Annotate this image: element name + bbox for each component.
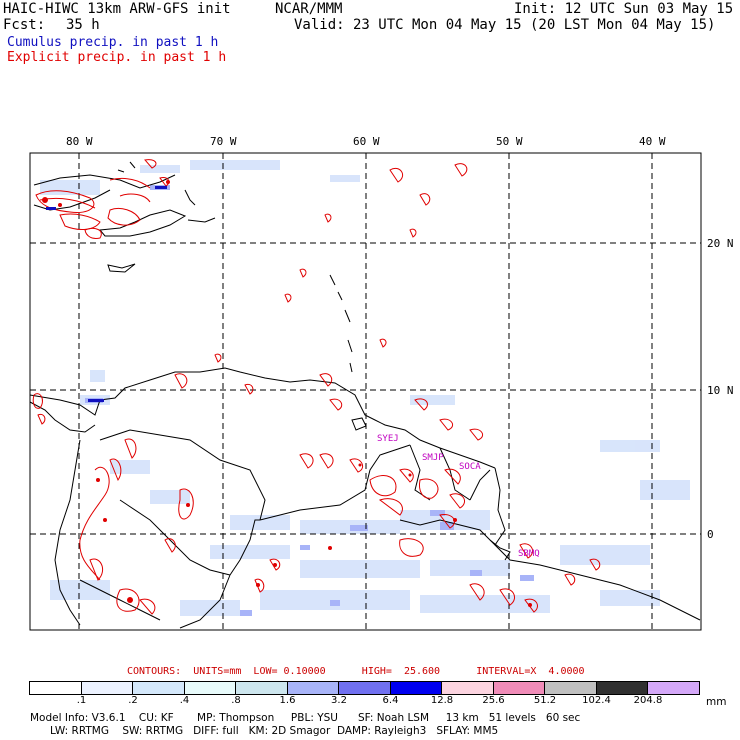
color-scale-cell xyxy=(390,682,442,694)
color-scale-tick-label: 102.4 xyxy=(582,695,611,706)
color-scale-cell xyxy=(287,682,339,694)
color-scale-unit: mm xyxy=(706,696,727,708)
color-scale-tick-label: .1 xyxy=(76,695,87,706)
model-info-line1: Model Info: V3.6.1 CU: KF MP: Thompson P… xyxy=(30,712,581,724)
color-scale-cell xyxy=(236,682,288,694)
color-scale-tick-label: .2 xyxy=(128,695,138,706)
color-scale-cell xyxy=(133,682,185,694)
color-scale-bar xyxy=(29,681,700,695)
model-title: HAIC-HIWC 13km ARW-GFS init xyxy=(3,1,231,17)
lat-label-20n: 20 N xyxy=(707,237,734,250)
station-label-smjp: SMJP xyxy=(422,453,444,463)
station-label-sbmq: SBMQ xyxy=(518,549,540,559)
forecast-hour: 35 h xyxy=(66,17,100,33)
color-scale-tick-label: 25.6 xyxy=(482,695,505,706)
contour-info: CONTOURS: UNITS=mm LOW= 0.10000 HIGH= 25… xyxy=(127,666,585,677)
color-scale-tick-label: 12.8 xyxy=(430,695,454,706)
field-explicit-title: Explicit precip. in past 1 h xyxy=(7,50,227,65)
color-scale-cell xyxy=(442,682,494,694)
model-info-line2: LW: RRTMG SW: RRTMG DIFF: full KM: 2D Sm… xyxy=(30,725,499,737)
color-scale-tick-label: .4 xyxy=(179,695,190,706)
forecast-label: Fcst: xyxy=(3,17,46,33)
lon-label-60w: 60 W xyxy=(353,135,380,148)
explicit-precip-cores xyxy=(42,180,532,607)
explicit-precip-contours xyxy=(32,159,601,615)
lon-label-70w: 70 W xyxy=(210,135,237,148)
station-label-soca: SOCA xyxy=(459,462,481,472)
color-scale-tick-label: 1.6 xyxy=(279,695,296,706)
station-label-syej: SYEJ xyxy=(377,434,399,444)
coastlines xyxy=(30,161,701,629)
color-scale-cell xyxy=(648,682,699,694)
color-scale-cell xyxy=(81,682,133,694)
color-scale-cell xyxy=(184,682,236,694)
color-scale-cell xyxy=(596,682,648,694)
color-scale-cell xyxy=(339,682,391,694)
field-cumulus-title: Cumulus precip. in past 1 h xyxy=(7,35,219,50)
cumulus-precip-heavy xyxy=(46,186,167,402)
color-scale-cell xyxy=(545,682,597,694)
color-scale-cell xyxy=(30,682,82,694)
color-scale-tick-label: 6.4 xyxy=(382,695,399,706)
lat-label-10n: 10 N xyxy=(707,384,734,397)
init-time: Init: 12 UTC Sun 03 May 15 xyxy=(514,1,734,17)
lat-label-equator: 0 xyxy=(707,528,714,541)
organization-label: NCAR/MMM xyxy=(275,1,343,17)
lon-label-50w: 50 W xyxy=(496,135,523,148)
valid-time: Valid: 23 UTC Mon 04 May 15 (20 LST Mon … xyxy=(294,17,716,33)
color-scale-cell xyxy=(493,682,545,694)
color-scale-tick-label: 3.2 xyxy=(331,695,347,706)
color-scale-tick-label: 204.8 xyxy=(633,695,663,706)
color-scale-tick-label: .8 xyxy=(231,695,241,706)
color-scale-tick-label: 51.2 xyxy=(533,695,557,706)
lon-label-40w: 40 W xyxy=(639,135,666,148)
lat-lon-grid xyxy=(30,153,701,630)
lon-label-80w: 80 W xyxy=(66,135,93,148)
